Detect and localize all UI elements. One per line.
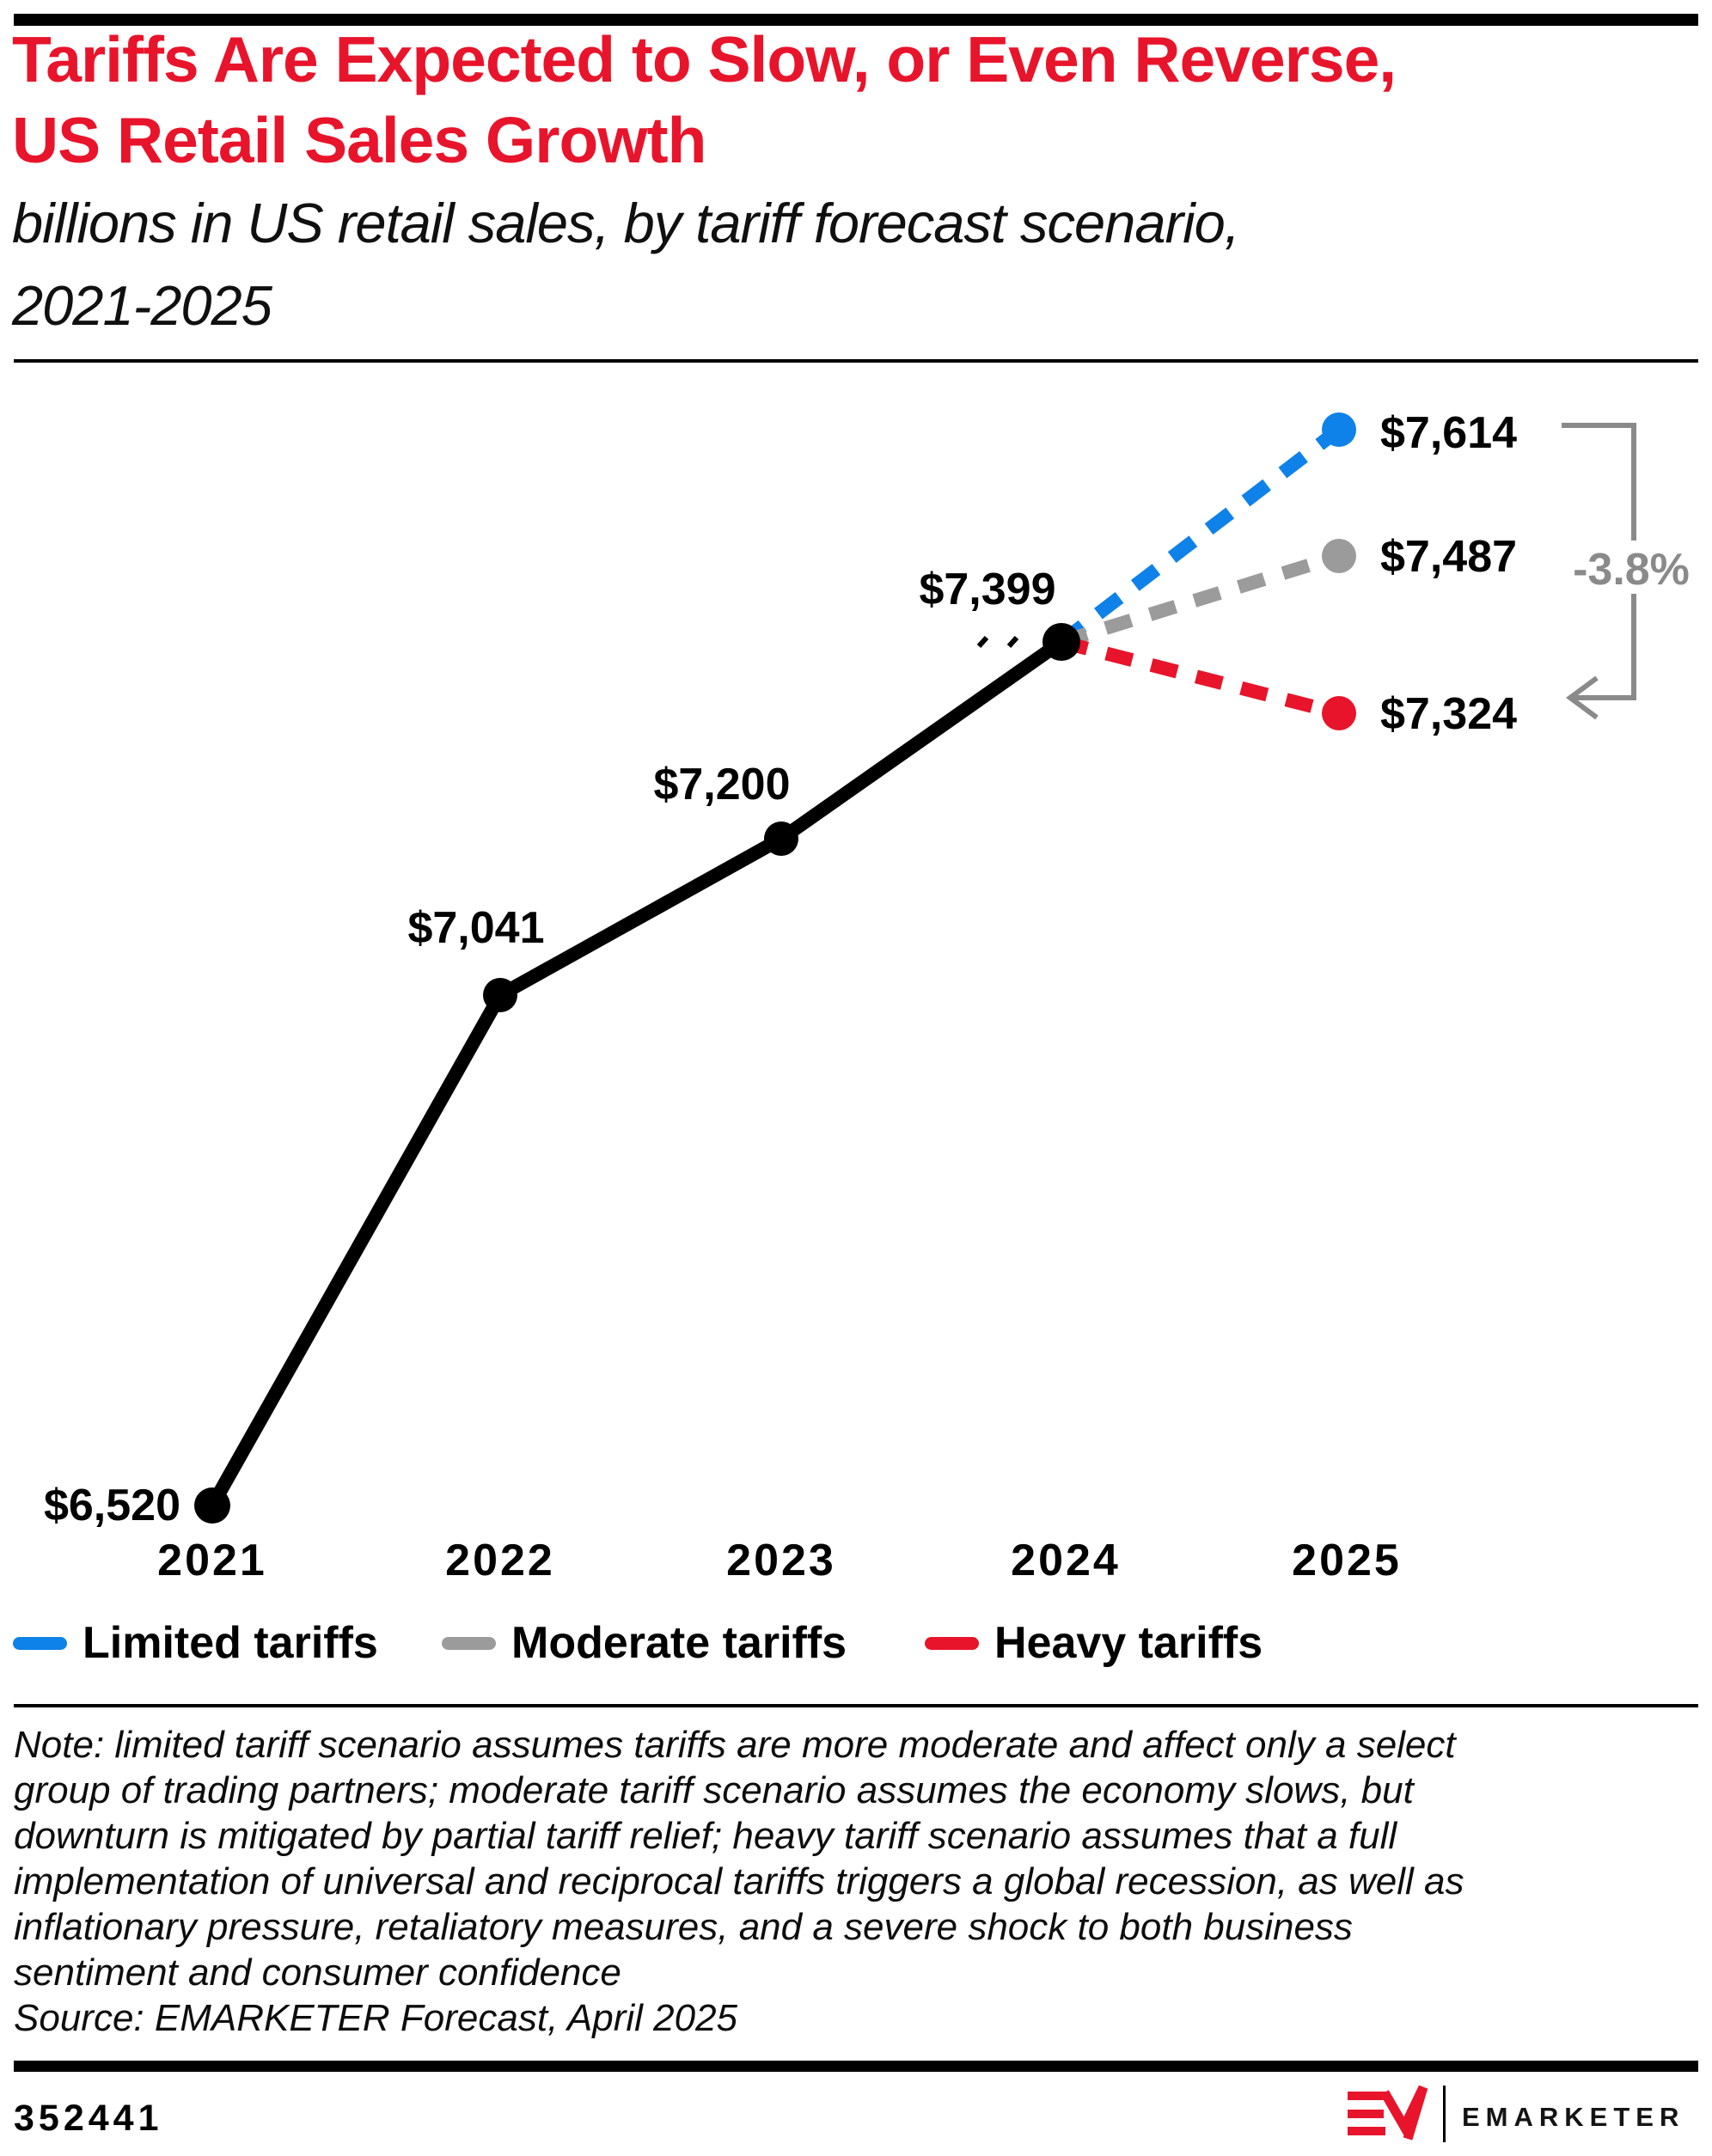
bracket-bottom-segment [1573, 594, 1636, 700]
logo-e-bar-top [1348, 2092, 1390, 2100]
value-label-2024: $7,399 [919, 565, 1055, 614]
note-line: group of trading partners; moderate tari… [14, 1769, 1414, 1811]
data-point-2023 [764, 821, 798, 856]
bracket-top-segment [1562, 423, 1636, 541]
legend-item-limited-tariffs: Limited tariffs [13, 1618, 378, 1668]
moderate-tariffs-forecast-line [1059, 549, 1342, 649]
value-label-2023: $7,200 [653, 760, 790, 809]
bracket-arrowhead [1565, 675, 1599, 720]
legend-item-moderate-tariffs: Moderate tariffs [442, 1618, 847, 1668]
data-point-2022 [483, 978, 517, 1012]
stray-dash-mark [976, 635, 989, 649]
data-point-2025-moderate [1322, 539, 1356, 573]
logo-e-bar-bottom [1348, 2127, 1385, 2135]
top-accent-bar [14, 14, 1698, 26]
legend-item-heavy-tariffs: Heavy tariffs [925, 1618, 1263, 1668]
limited-tariffs-forecast-line [1057, 424, 1343, 648]
legend-label: Heavy tariffs [994, 1618, 1263, 1668]
data-point-2025-heavy [1322, 696, 1356, 730]
value-label-2022: $7,041 [407, 903, 544, 953]
stray-dash-mark [1006, 635, 1019, 649]
logo-divider [1443, 2086, 1446, 2142]
value-label-2021: $6,520 [44, 1481, 180, 1530]
page-title: Tariffs Are Expected to Slow, or Even Re… [12, 19, 1700, 180]
value-label-2025-moderate: $7,487 [1380, 532, 1517, 582]
x-axis-label-2022: 2022 [445, 1536, 555, 1585]
note-divider [14, 1704, 1698, 1707]
heavy-tariffs-swatch [925, 1636, 979, 1650]
title-line-2: US Retail Sales Growth [12, 104, 706, 176]
footer-bar [14, 2061, 1698, 2072]
x-axis-label-2023: 2023 [726, 1536, 836, 1585]
data-point-2021 [194, 1487, 230, 1524]
x-axis-label-2025: 2025 [1292, 1536, 1402, 1585]
x-axis-label-2021: 2021 [157, 1536, 267, 1585]
retail-sales-line-chart: $6,520 $7,041 $7,200 $7,399 $7,614 $7,48… [44, 408, 1690, 1585]
note-line: Note: limited tariff scenario assumes ta… [14, 1724, 1456, 1766]
heavy-tariffs-forecast-line [1060, 635, 1341, 720]
emarketer-monogram-logo-icon [1348, 2086, 1428, 2141]
logo-m-stroke [1380, 2086, 1428, 2141]
data-point-2024 [1042, 623, 1080, 661]
note-block: Note: limited tariff scenario assumes ta… [14, 1722, 1698, 2041]
value-label-2025-limited: $7,614 [1380, 408, 1517, 458]
value-label-2025-heavy: $7,324 [1380, 689, 1517, 739]
legend-label: Moderate tariffs [511, 1618, 847, 1668]
header-divider [14, 359, 1698, 363]
note-line: implementation of universal and reciproc… [14, 1860, 1464, 1903]
x-axis-label-2024: 2024 [1011, 1536, 1121, 1585]
percent-change-annotation: -3.8% [1573, 545, 1690, 595]
brand-wordmark: EMARKETER [1462, 2102, 1685, 2132]
source-line: Source: EMARKETER Forecast, April 2025 [14, 1997, 738, 2039]
limited-tariffs-swatch [13, 1636, 67, 1650]
subtitle-line-2: 2021-2025 [12, 274, 272, 337]
subtitle-line-1: billions in US retail sales, by tariff f… [12, 192, 1240, 254]
note-line: downturn is mitigated by partial tariff … [14, 1815, 1397, 1857]
data-point-2025-limited [1322, 412, 1356, 447]
legend-label: Limited tariffs [83, 1618, 378, 1668]
logo-e-bar-middle [1348, 2110, 1384, 2118]
difference-bracket: -3.8% [1562, 423, 1690, 720]
chart-id: 352441 [14, 2098, 163, 2139]
page-subtitle: billions in US retail sales, by tariff f… [12, 182, 1700, 347]
moderate-tariffs-swatch [442, 1636, 496, 1650]
note-line: sentiment and consumer confidence [14, 1951, 621, 1994]
title-line-1: Tariffs Are Expected to Slow, or Even Re… [12, 23, 1397, 95]
actual-sales-line [205, 635, 1068, 1512]
note-line: inflationary pressure, retaliatory measu… [14, 1906, 1353, 1948]
